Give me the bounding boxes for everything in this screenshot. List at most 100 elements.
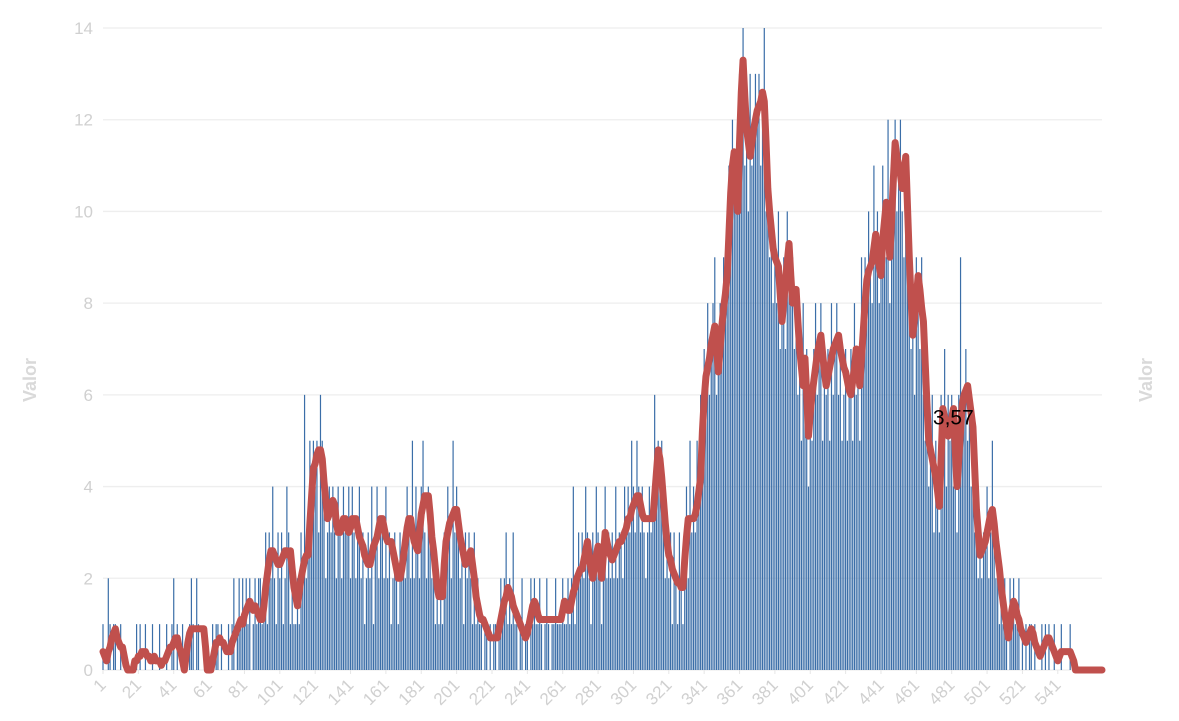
bar	[480, 624, 482, 670]
bar	[929, 440, 932, 670]
bar	[196, 578, 198, 670]
bar	[371, 486, 373, 670]
bar	[461, 532, 463, 670]
bar	[401, 578, 403, 670]
bar	[1025, 624, 1027, 670]
bar	[682, 624, 684, 670]
bar	[540, 624, 543, 670]
bar	[772, 303, 774, 670]
bar	[558, 624, 560, 670]
bar	[502, 624, 504, 670]
bar	[1069, 624, 1071, 670]
bar	[708, 394, 711, 670]
bar	[418, 578, 421, 670]
bar	[595, 486, 597, 670]
bar	[601, 624, 603, 670]
bar	[646, 532, 649, 670]
bar	[816, 394, 818, 670]
bar	[295, 624, 297, 670]
bar	[876, 211, 879, 670]
bar	[809, 394, 811, 670]
bar	[837, 394, 840, 670]
bar	[464, 532, 467, 670]
bar	[593, 578, 596, 670]
bar	[912, 303, 914, 670]
bar	[659, 486, 661, 670]
bar	[979, 532, 981, 670]
bar	[249, 578, 251, 670]
bar	[908, 303, 910, 670]
bar	[781, 303, 783, 670]
bar	[726, 211, 728, 670]
bar	[514, 624, 516, 670]
bar	[857, 349, 859, 670]
bar	[915, 257, 917, 670]
bar	[756, 119, 758, 670]
bar	[963, 394, 965, 670]
x-tick-label: 41	[154, 675, 181, 702]
bar	[813, 349, 815, 670]
bar	[666, 532, 668, 670]
bar	[107, 578, 109, 670]
bar	[931, 394, 933, 670]
bar	[634, 532, 636, 670]
bar	[158, 624, 161, 670]
bar	[1000, 578, 1002, 670]
y2-axis-title: Valor	[1136, 358, 1156, 402]
bar	[730, 257, 732, 670]
x-tick-label: 221	[465, 675, 498, 708]
bar	[459, 578, 461, 670]
bar	[270, 578, 272, 670]
bar	[602, 532, 604, 670]
bar	[417, 532, 419, 670]
bar	[712, 303, 714, 670]
bar	[919, 349, 921, 670]
bar	[1030, 624, 1032, 670]
bar	[820, 303, 822, 670]
bar	[385, 486, 387, 670]
bar	[468, 532, 470, 670]
bar	[314, 486, 316, 670]
bar	[404, 578, 406, 670]
bar	[997, 532, 999, 670]
bar	[410, 578, 412, 670]
bar	[740, 119, 742, 670]
bar	[151, 624, 154, 670]
bar	[447, 486, 449, 670]
bar	[233, 578, 235, 670]
bar	[993, 532, 995, 670]
bar	[560, 624, 562, 670]
bar	[866, 303, 868, 670]
bar	[259, 578, 261, 670]
bar	[675, 578, 677, 670]
bar	[944, 349, 946, 670]
bar	[776, 303, 778, 670]
bar	[197, 624, 200, 670]
bar	[811, 440, 813, 670]
bar	[330, 532, 332, 670]
bar	[402, 532, 405, 670]
bar	[625, 532, 627, 670]
bar	[427, 486, 429, 670]
bar	[936, 486, 939, 670]
bar	[392, 578, 394, 670]
bar	[291, 578, 293, 670]
bar	[261, 624, 263, 670]
bar	[609, 578, 612, 670]
bar	[818, 349, 820, 670]
bar	[846, 440, 848, 670]
bar	[753, 119, 755, 670]
bar	[604, 486, 606, 670]
x-tick-label: 101	[253, 675, 286, 708]
bar	[296, 578, 299, 670]
bar	[921, 257, 923, 670]
bar	[441, 624, 444, 670]
bar	[569, 624, 571, 670]
bar	[424, 532, 426, 670]
bar	[804, 394, 806, 670]
bar	[1002, 624, 1004, 670]
bar	[852, 440, 854, 670]
bar	[486, 624, 488, 670]
bar	[477, 578, 479, 670]
